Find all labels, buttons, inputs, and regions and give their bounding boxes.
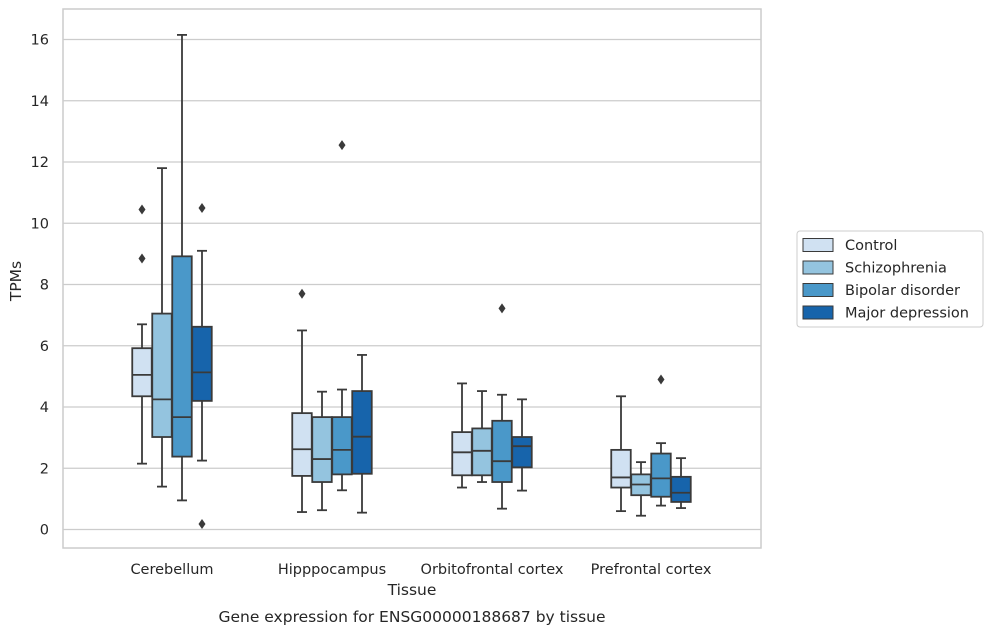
outlier-point — [498, 303, 506, 314]
y-tick-label: 4 — [40, 400, 49, 416]
x-tick-label: Hipppocampus — [278, 562, 386, 578]
box-control — [610, 395, 632, 513]
box-iqr — [650, 452, 672, 498]
legend-label: Control — [845, 238, 897, 254]
outlier-point — [338, 140, 346, 151]
box-iqr — [491, 419, 513, 483]
box-iqr — [451, 431, 473, 477]
outlier-point — [298, 288, 306, 299]
box-iqr — [331, 416, 353, 476]
x-tick-label: Prefrontal cortex — [591, 562, 712, 578]
box-iqr — [511, 436, 533, 469]
box-bipolar-disorder — [650, 374, 672, 507]
y-tick-label: 10 — [31, 216, 49, 232]
y-tick-label: 6 — [40, 339, 49, 355]
box-major-depression — [191, 202, 213, 529]
y-tick-label: 8 — [40, 278, 49, 294]
box-iqr — [171, 255, 193, 458]
y-tick-label: 0 — [40, 523, 49, 539]
box-iqr — [131, 347, 153, 398]
box-major-depression — [511, 398, 533, 492]
x-tick-label: Orbitofrontal cortex — [421, 562, 564, 578]
x-tick-labels: Cerebellum Hipppocampus Orbitofrontal cort… — [130, 562, 711, 578]
y-tick-label: 12 — [31, 155, 49, 171]
legend-swatch — [802, 305, 834, 320]
y-axis-label: TPMs — [7, 261, 25, 302]
legend-swatch — [802, 238, 834, 252]
legend-swatch — [802, 283, 834, 297]
x-axis-label: Tissue — [387, 581, 437, 599]
box-schizophrenia — [151, 167, 173, 488]
y-tick-label: 14 — [31, 94, 49, 110]
box-bipolar-disorder — [491, 303, 513, 510]
legend-label: Bipolar disorder — [845, 283, 960, 299]
y-tick-label: 2 — [40, 461, 49, 477]
plot-frame — [62, 8, 762, 549]
y-tick-label: 16 — [31, 33, 49, 49]
box-iqr — [351, 390, 373, 475]
box-iqr — [291, 412, 313, 477]
outlier-point — [138, 204, 146, 215]
box-iqr — [311, 416, 333, 483]
outlier-point — [198, 202, 206, 213]
box-iqr — [191, 325, 213, 402]
legend-frame — [796, 230, 984, 328]
y-tick-labels: 0 2 4 6 8 10 12 14 16 — [31, 33, 49, 539]
outlier-point — [198, 518, 206, 529]
x-tick-label: Cerebellum — [130, 562, 213, 578]
box-iqr — [610, 448, 632, 489]
outlier-point — [657, 374, 665, 385]
box-iqr — [670, 475, 692, 503]
legend: Control Schizophrenia Bipolar disorder Majo… — [796, 230, 984, 328]
box-bipolar-disorder — [171, 34, 193, 502]
legend-label: Major depression — [845, 306, 969, 322]
box-groups — [131, 34, 692, 529]
box-major-depression — [670, 457, 692, 509]
outlier-point — [138, 253, 146, 264]
legend-swatch — [802, 260, 834, 275]
box-major-depression — [351, 354, 373, 514]
box-iqr — [151, 312, 173, 438]
box-iqr — [471, 427, 493, 477]
chart-caption: Gene expression for ENSG00000188687 by t… — [218, 608, 605, 626]
legend-label: Schizophrenia — [845, 261, 947, 277]
